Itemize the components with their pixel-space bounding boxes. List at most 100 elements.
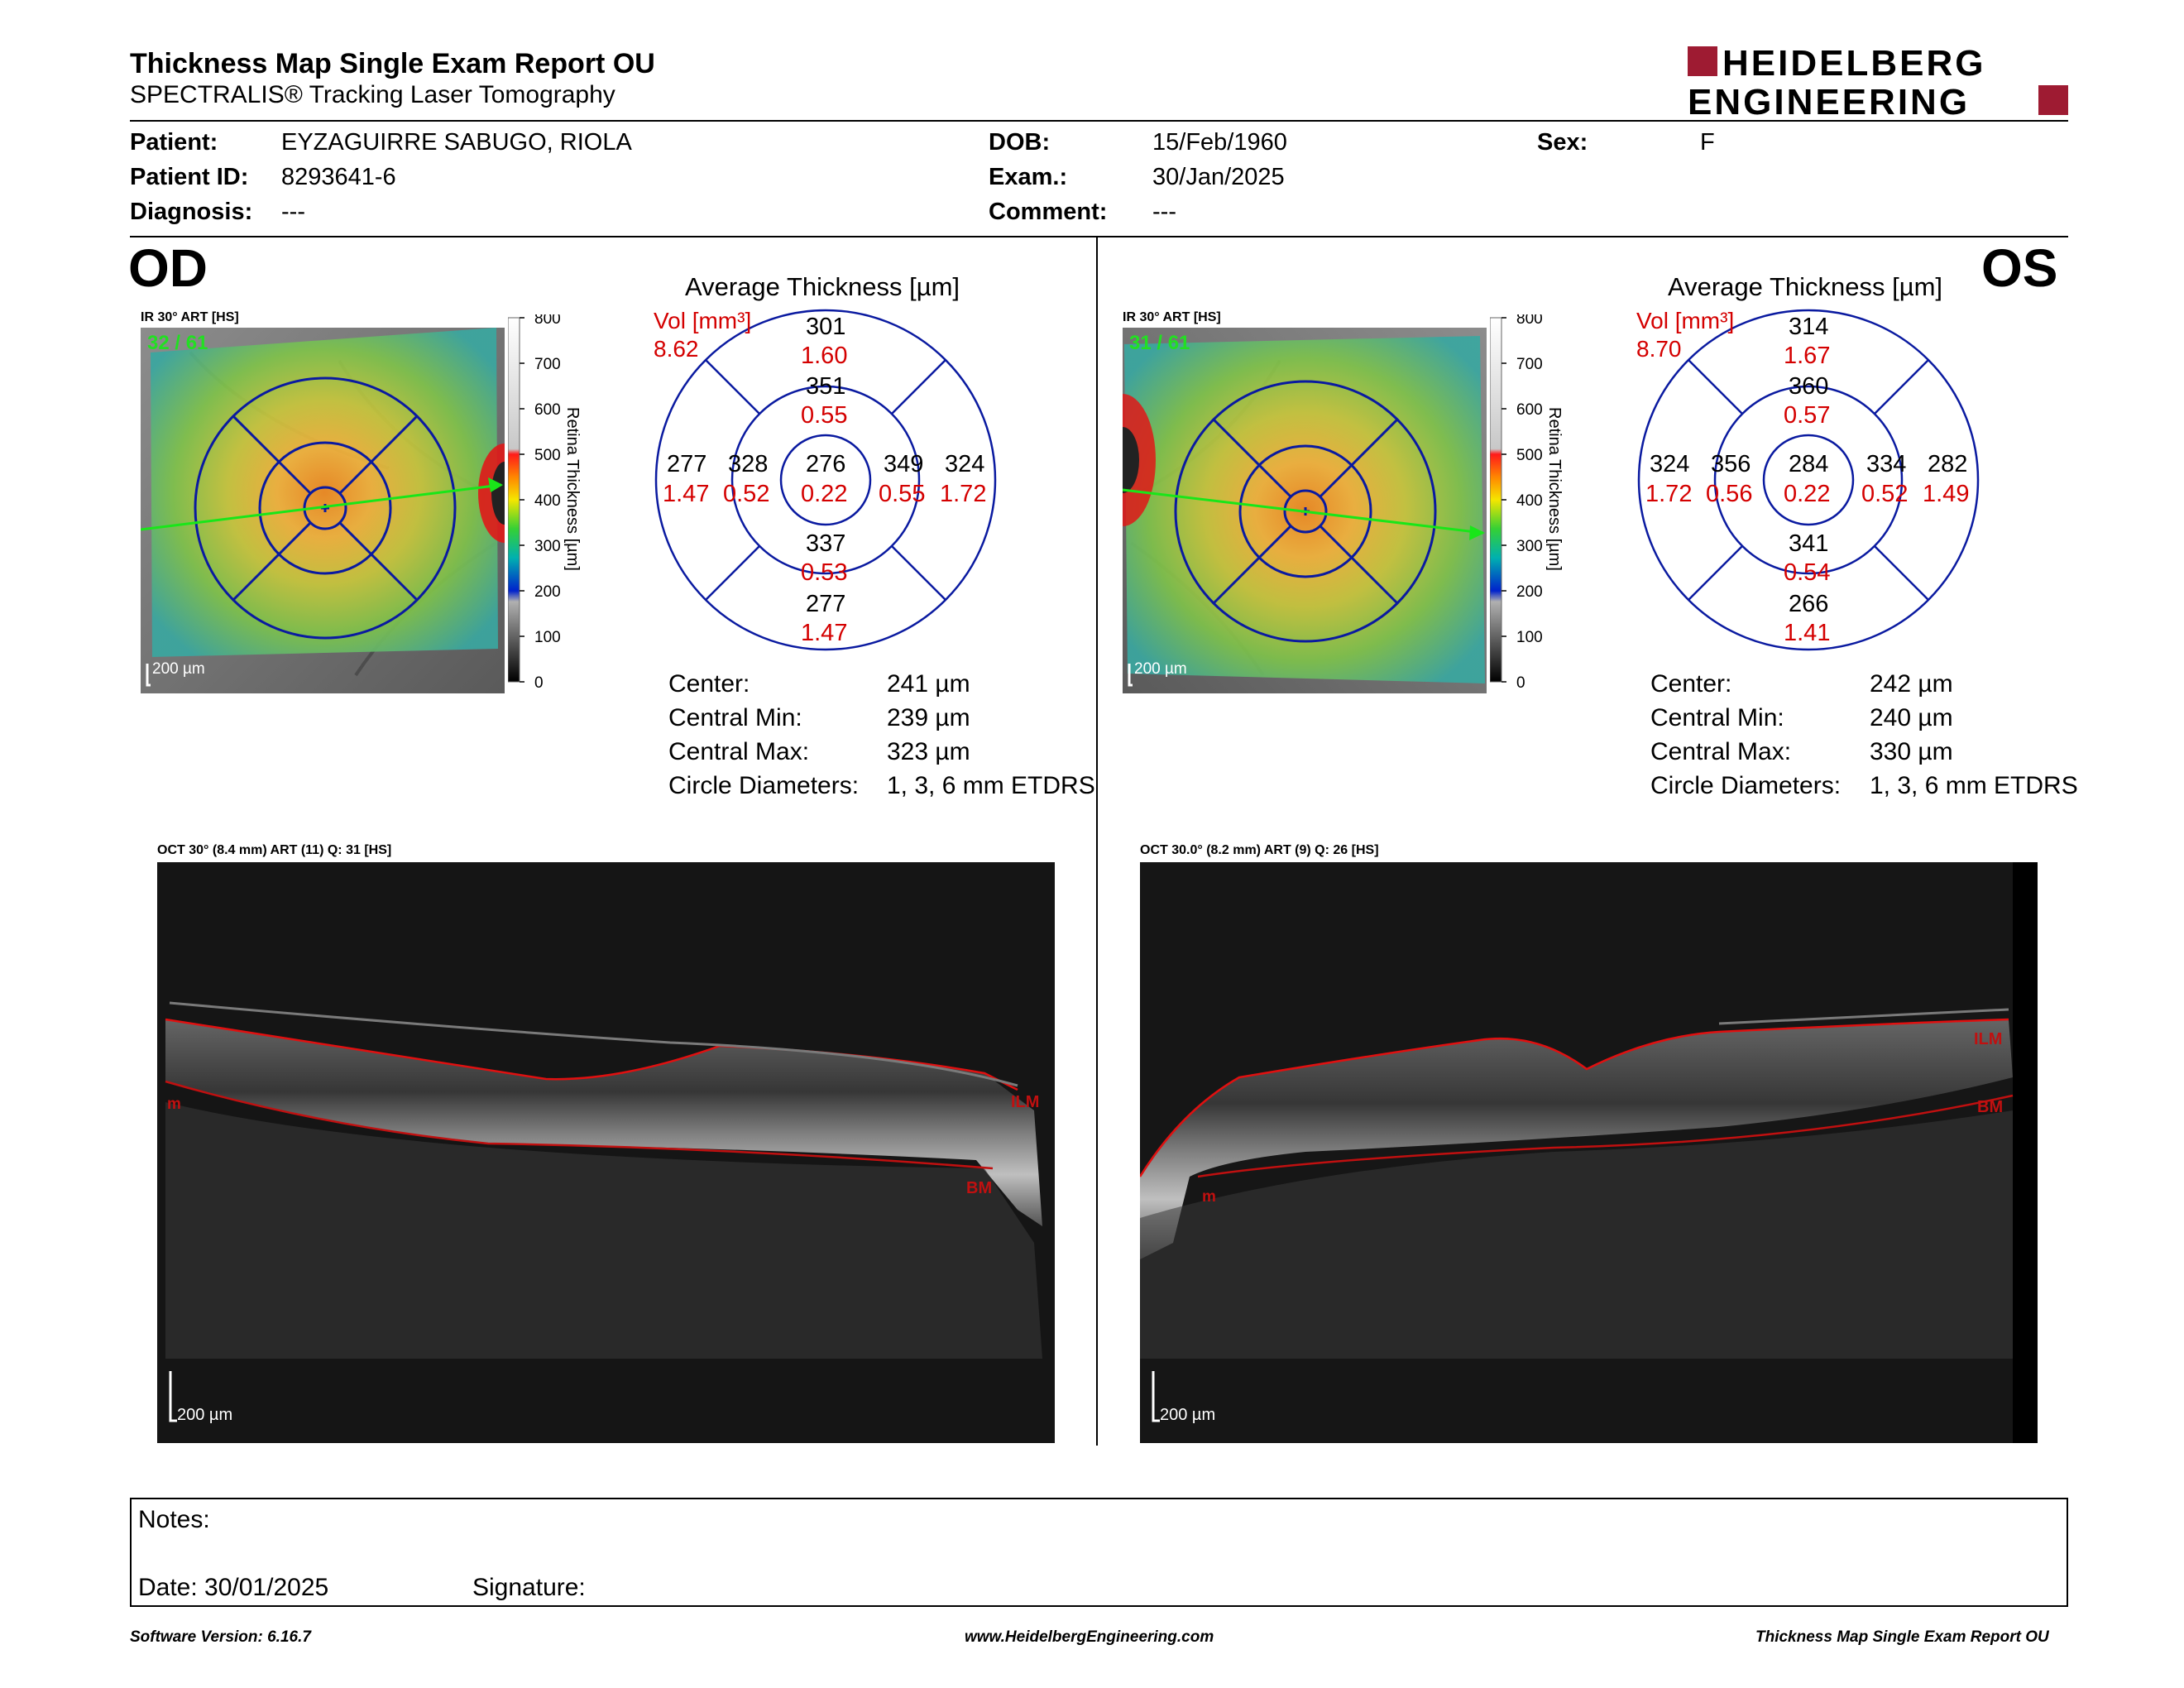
os-outer-nasal-thickness: 324 — [1650, 451, 1690, 477]
os-scale-tick-label: 600 — [1516, 401, 1543, 419]
os-map-scale: 200 µm — [1134, 660, 1187, 678]
os-thickness-map: 31 / 61 200 µm — [1090, 328, 1487, 693]
os-inner-nasal-volume: 0.56 — [1706, 481, 1753, 507]
os-m-label: m — [1202, 1188, 1216, 1206]
os-etdrs-chart — [1636, 306, 1984, 654]
od-eye-label: OD — [128, 238, 208, 298]
od-center-thickness: 276 — [806, 451, 846, 477]
os-ilm-label: ILM — [1974, 1030, 2002, 1048]
od-scale-tick-label: 100 — [534, 629, 561, 646]
od-ilm-label: ILM — [1011, 1093, 1039, 1111]
os-scale-tick-label: 100 — [1516, 629, 1543, 646]
od-scale-tick-label: 500 — [534, 447, 561, 464]
od-scale-tick-label: 300 — [534, 538, 561, 555]
od-outer-nasal-volume: 1.72 — [940, 481, 987, 507]
od-outer-inferior-thickness: 277 — [806, 591, 846, 617]
od-circle-diameters-label: Circle Diameters: — [668, 772, 860, 799]
os-center-volume: 0.22 — [1784, 481, 1831, 507]
od-map-scale: 200 µm — [152, 660, 205, 678]
notes-label: Notes: — [138, 1506, 210, 1533]
os-scale-tick-label: 200 — [1516, 583, 1543, 601]
od-scale-tick-label: 0 — [534, 674, 544, 692]
os-outer-temporal-thickness: 282 — [1928, 451, 1968, 477]
os-oct-bscan: m ILM BM 200 µm — [1138, 862, 2038, 1443]
od-center-value: 241 µm — [887, 670, 970, 698]
od-bm-line — [165, 1080, 994, 1170]
software-version: Software Version: 6.16.7 — [130, 1628, 311, 1646]
os-scan-line — [1122, 488, 1484, 535]
logo-square-top — [1688, 46, 1717, 76]
os-oct-caption: OCT 30.0° (8.2 mm) ART (9) Q: 26 [HS] — [1140, 843, 1379, 857]
od-etdrs-chart — [654, 306, 1001, 654]
comment-label: Comment: — [989, 199, 1108, 225]
eye-divider — [1096, 237, 1098, 1446]
od-etdrs-grid — [194, 376, 457, 640]
diagnosis-value: --- — [281, 199, 305, 225]
report-subtitle: SPECTRALIS® Tracking Laser Tomography — [130, 81, 615, 108]
patient-id-label: Patient ID: — [130, 164, 249, 190]
comment-value: --- — [1152, 199, 1176, 225]
od-scale-tick-label: 200 — [534, 583, 561, 601]
od-central-min-value: 239 µm — [887, 704, 970, 731]
patient-divider — [130, 236, 2068, 237]
os-central-max-label: Central Max: — [1650, 738, 1792, 765]
od-frame-counter: 32 / 61 — [147, 332, 208, 354]
od-grid-title: Average Thickness [µm] — [685, 272, 960, 301]
od-ir-caption: IR 30° ART [HS] — [141, 310, 239, 324]
dob-label: DOB: — [989, 129, 1051, 156]
os-inner-superior-volume: 0.57 — [1784, 402, 1831, 429]
od-inner-nasal-thickness: 349 — [884, 451, 924, 477]
od-thickness-map: 32 / 61 200 µm — [140, 328, 531, 693]
os-outer-superior-thickness: 314 — [1789, 314, 1829, 340]
od-scale-tick-label: 400 — [534, 492, 561, 510]
os-central-min-value: 240 µm — [1870, 704, 1953, 731]
od-oct-bscan: m ILM BM 200 µm — [157, 862, 1055, 1443]
od-outer-temporal-thickness: 277 — [667, 451, 707, 477]
od-central-max-value: 323 µm — [887, 738, 970, 765]
notes-box: Notes: Date: 30/01/2025 Signature: — [130, 1498, 2068, 1607]
os-circle-diameters-value: 1, 3, 6 mm ETDRS — [1870, 772, 2078, 799]
os-bm-label: BM — [1977, 1098, 2003, 1116]
od-outer-superior-volume: 1.60 — [801, 343, 848, 369]
os-etdrs-grid — [1174, 380, 1437, 643]
logo-line2: ENGINEERING — [1688, 82, 1970, 117]
os-inner-superior-thickness: 360 — [1789, 373, 1829, 400]
os-center-thickness: 284 — [1789, 451, 1829, 477]
od-scan-line — [140, 483, 502, 531]
dob-value: 15/Feb/1960 — [1152, 129, 1287, 156]
od-bm-label: BM — [966, 1179, 992, 1197]
os-eye-label: OS — [1981, 238, 2058, 298]
od-vol-label: Vol [mm³] — [654, 308, 752, 333]
os-circle-diameters-label: Circle Diameters: — [1650, 772, 1842, 799]
od-center-volume: 0.22 — [801, 481, 848, 507]
os-vol-label: Vol [mm³] — [1636, 308, 1735, 333]
company-logo: HEIDELBERG ENGINEERING — [1688, 43, 2068, 122]
logo-line1: HEIDELBERG — [1722, 45, 1985, 84]
os-outer-superior-volume: 1.67 — [1784, 343, 1831, 369]
sex-value: F — [1700, 129, 1715, 156]
od-outer-temporal-volume: 1.47 — [663, 481, 710, 507]
od-center-label: Center: — [668, 670, 750, 698]
od-inner-superior-volume: 0.55 — [801, 402, 848, 429]
os-grid-title: Average Thickness [µm] — [1668, 272, 1943, 301]
od-inner-inferior-thickness: 337 — [806, 530, 846, 557]
notes-date: Date: 30/01/2025 — [138, 1574, 329, 1601]
od-scale-tick-label: 800 — [534, 314, 561, 328]
os-ilm-line — [1138, 1018, 2009, 1177]
os-vol-total: 8.70 — [1636, 336, 1682, 362]
od-outer-inferior-volume: 1.47 — [801, 620, 848, 646]
patient-id: 8293641-6 — [281, 164, 396, 190]
os-inner-temporal-volume: 0.52 — [1861, 481, 1909, 507]
od-scale-tick-label: 700 — [534, 356, 561, 373]
od-scale-label: Retina Thickness [µm] — [563, 407, 582, 571]
footer-report-name: Thickness Map Single Exam Report OU — [1755, 1628, 2049, 1646]
os-color-scale: 800 700 600 500 400 300 200 100 0 Retina Thickne… — [1489, 310, 1579, 695]
os-oct-scale: 200 µm — [1160, 1406, 1215, 1424]
logo-square-bottom — [2038, 85, 2068, 115]
od-color-scale: 800 700 600 500 400 300 200 100 0 Retina Thickne… — [507, 310, 597, 695]
website-link[interactable]: www.HeidelbergEngineering.com — [965, 1628, 1214, 1646]
od-inner-inferior-volume: 0.53 — [801, 559, 848, 586]
os-ir-caption: IR 30° ART [HS] — [1123, 310, 1221, 324]
os-outer-inferior-thickness: 266 — [1789, 591, 1829, 617]
os-scale-tick-label: 500 — [1516, 447, 1543, 464]
